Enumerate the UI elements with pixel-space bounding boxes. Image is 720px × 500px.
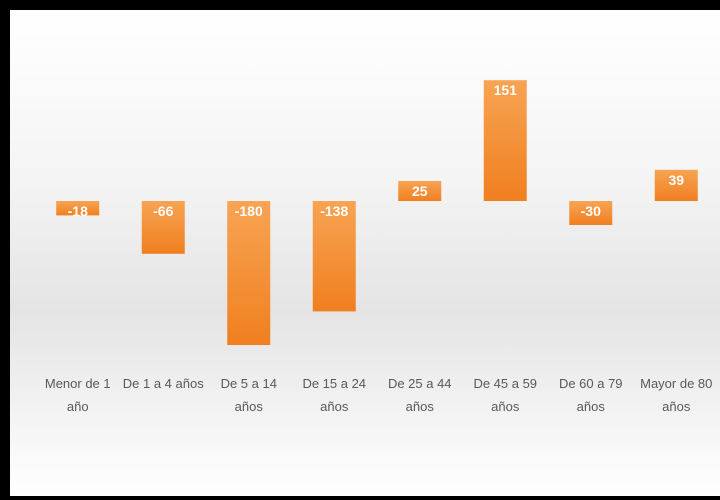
category-label: Menor de 1 (45, 376, 111, 391)
category-label: De 25 a 44 (388, 376, 452, 391)
data-label: -18 (68, 203, 88, 219)
data-label: 151 (494, 82, 518, 98)
bar (56, 201, 100, 216)
category-label: De 45 a 59 (473, 376, 537, 391)
bar (398, 181, 442, 201)
data-label: -30 (581, 203, 601, 219)
bar (569, 201, 613, 225)
category-label: años (662, 399, 691, 414)
category-label: De 5 a 14 (221, 376, 277, 391)
data-label: -66 (153, 203, 173, 219)
data-label: 25 (412, 183, 428, 199)
category-label: años (235, 399, 264, 414)
category-label: Mayor de 80 (640, 376, 712, 391)
bars-group (56, 80, 698, 345)
bar-chart: -18 -66 -180 -138 25 151 -30 39 Menor de 1 año De… (45, 80, 713, 414)
bar (227, 201, 271, 345)
category-label: De 15 a 24 (302, 376, 366, 391)
data-label: -180 (235, 203, 263, 219)
category-label: años (406, 399, 435, 414)
bar (654, 169, 698, 201)
data-label: -138 (320, 203, 348, 219)
data-label: 39 (668, 172, 684, 188)
bar (483, 80, 527, 201)
data-labels-group: -18 -66 -180 -138 25 151 -30 39 (68, 82, 685, 219)
category-label: años (491, 399, 520, 414)
category-labels-group: Menor de 1 año De 1 a 4 años De 5 a 14 años D… (45, 376, 713, 414)
category-label: años (577, 399, 606, 414)
bar (312, 201, 356, 312)
category-label: año (67, 399, 89, 414)
bar (141, 201, 185, 254)
chart-frame: -18 -66 -180 -138 25 151 -30 39 Menor de 1 año De… (10, 10, 720, 496)
category-label: De 60 a 79 (559, 376, 623, 391)
category-label: años (320, 399, 349, 414)
category-label: De 1 a 4 años (123, 376, 204, 391)
